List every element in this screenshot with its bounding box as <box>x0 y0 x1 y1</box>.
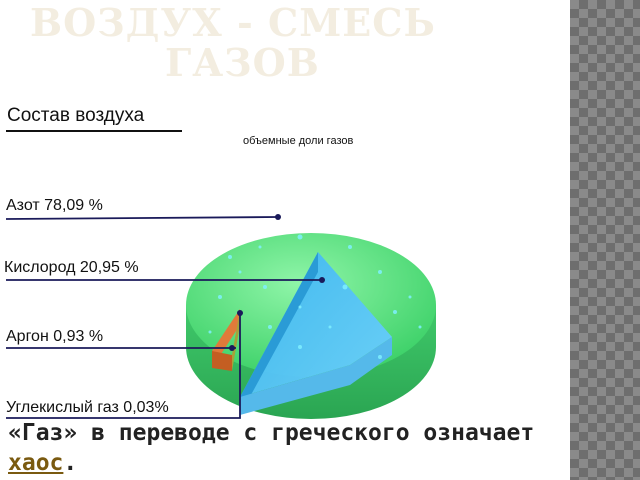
figure-title: Состав воздуха <box>7 105 145 126</box>
caption-after: . <box>63 450 78 476</box>
air-composition-figure: Состав воздуха объемные доли газов Азот … <box>0 97 449 427</box>
caption-before: «Газ» в переводе с греческого означает <box>8 420 535 446</box>
title-line-2: ГАЗОВ <box>165 40 320 85</box>
oxygen-side <box>240 337 392 415</box>
caption-text: «Газ» в переводе с греческого означает х… <box>8 418 568 478</box>
label-nitrogen: Азот 78,09 % <box>6 197 103 214</box>
bubble-decoration <box>208 234 422 359</box>
label-oxygen: Кислород 20,95 % <box>4 259 139 276</box>
co2-slice <box>232 309 240 371</box>
label-co2: Углекислый газ 0,03% <box>6 399 169 416</box>
oxygen-slice <box>240 252 392 397</box>
title-underline <box>6 130 182 132</box>
slide-title: ВОЗДУХ - СМЕСЬ ГАЗОВ <box>0 0 570 86</box>
oxygen-inner-face <box>240 252 318 415</box>
caption-keyword[interactable]: хаос <box>8 450 64 476</box>
leader-lines <box>5 216 322 419</box>
pie-chart-3d <box>5 214 436 419</box>
decorative-side-strip <box>570 0 640 480</box>
title-line-1: ВОЗДУХ - СМЕСЬ <box>30 0 436 45</box>
label-argon: Аргон 0,93 % <box>6 328 104 345</box>
figure-subtitle: объемные доли газов <box>243 135 354 147</box>
